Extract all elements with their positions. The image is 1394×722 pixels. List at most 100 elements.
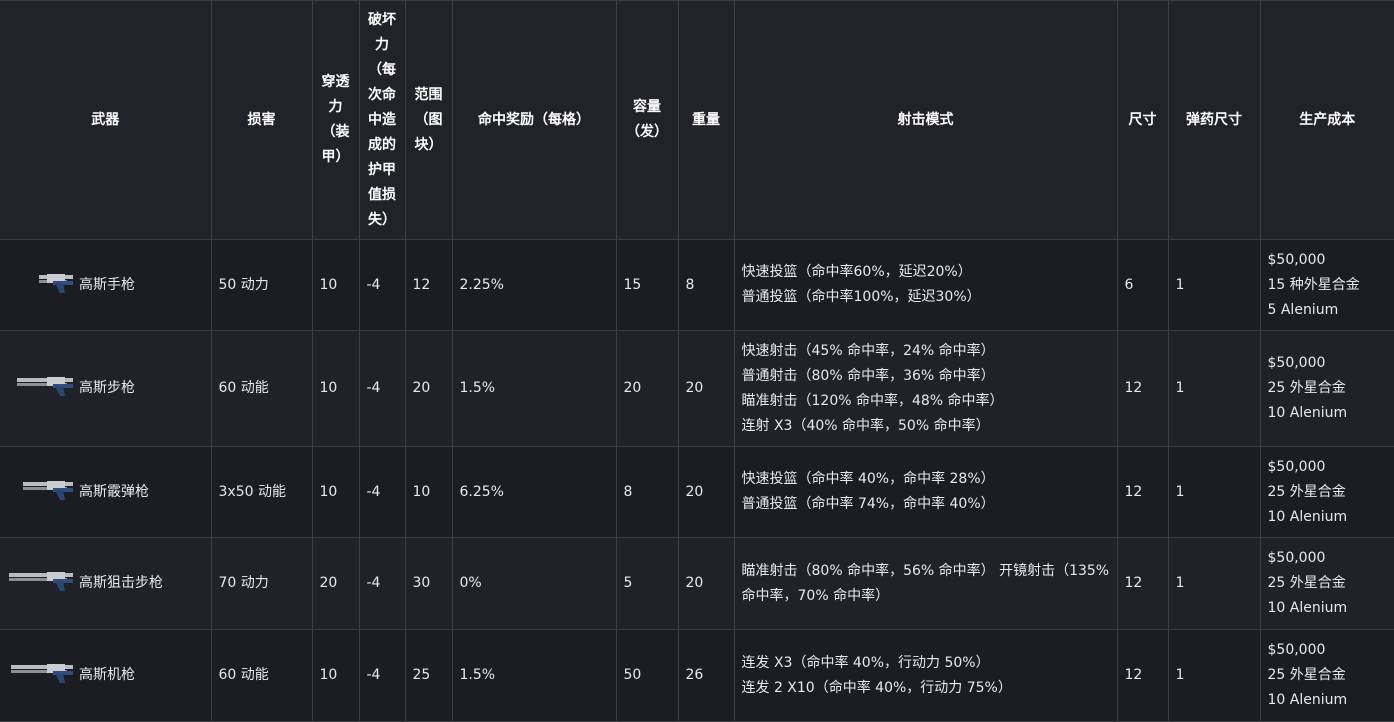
cell-weapon: 高斯机枪: [0, 629, 212, 722]
cell-size: 12: [1116, 446, 1169, 538]
cell-damage: 3x50 动能: [210, 446, 313, 538]
cost-line: 10 Alenium: [1267, 692, 1348, 708]
cell-damage: 70 动力: [210, 537, 313, 630]
fire-mode: 连射 X3（40% 命中率，50% 命中率）: [741, 417, 990, 434]
fire-mode: 普通投篮（命中率100%，延迟30%）: [741, 289, 981, 305]
cell-fire-modes: 瞄准射击（80% 命中率，56% 命中率） 开镜射击（135% 命中率，70% …: [733, 537, 1118, 630]
weapon-name: 高斯手枪: [79, 276, 135, 293]
cell-hit-bonus: 1.5%: [451, 629, 617, 722]
header-damage: 损害: [210, 0, 313, 240]
table-row: 高斯机枪 60 动能 10 -4 25 1.5% 50 26 连发 X3（命中率…: [0, 629, 1394, 722]
fire-mode: 普通射击（80% 命中率，36% 命中率）: [741, 367, 995, 384]
table-row: 高斯狙击步枪 70 动力 20 -4 30 0% 5 20 瞄准射击（80% 命…: [0, 537, 1394, 630]
cell-penetration: 10: [311, 239, 360, 331]
cell-cost: $50,000 25 外星合金 10 Alenium: [1259, 330, 1394, 447]
cost-line: 25 外星合金: [1267, 575, 1346, 591]
cell-range: 20: [404, 330, 453, 447]
cell-weight: 20: [677, 446, 735, 538]
cell-cost: $50,000 15 种外星合金 5 Alenium: [1259, 239, 1394, 331]
cell-capacity: 15: [615, 239, 679, 331]
cost-line: 5 Alenium: [1267, 301, 1339, 318]
cell-hit-bonus: 1.5%: [451, 330, 617, 447]
cell-penetration: 20: [311, 537, 360, 630]
cell-capacity: 8: [615, 446, 679, 538]
cost-line: 25 外星合金: [1267, 380, 1346, 396]
cell-size: 6: [1116, 239, 1169, 331]
cell-ammo-size: 1: [1167, 629, 1261, 722]
cost-line: $50,000: [1267, 550, 1326, 566]
cell-cost: $50,000 25 外星合金 10 Alenium: [1259, 446, 1394, 538]
cell-penetration: 10: [311, 330, 360, 447]
cell-weight: 20: [677, 537, 735, 630]
cell-destruction: -4: [358, 446, 406, 538]
cell-penetration: 10: [311, 629, 360, 722]
cell-penetration: 10: [311, 446, 360, 538]
cost-line: 15 种外星合金: [1267, 276, 1360, 293]
header-fire-modes: 射击模式: [733, 0, 1118, 240]
header-capacity: 容量（发）: [615, 0, 679, 240]
cost-line: 10 Alenium: [1267, 405, 1348, 421]
table-row: 高斯霰弹枪 3x50 动能 10 -4 10 6.25% 8 20 快速投篮（命…: [0, 446, 1394, 538]
cost-line: $50,000: [1267, 458, 1326, 475]
cell-ammo-size: 1: [1167, 239, 1261, 331]
table-row: 高斯步枪 60 动能 10 -4 20 1.5% 20 20 快速射击（45% …: [0, 330, 1394, 447]
header-weight: 重量: [677, 0, 735, 240]
cost-line: 25 外星合金: [1267, 667, 1346, 683]
fire-mode: 瞄准射击（120% 命中率，48% 命中率）: [741, 392, 1004, 409]
cell-damage: 60 动能: [210, 330, 313, 447]
cost-line: $50,000: [1267, 251, 1326, 268]
fire-mode: 连发 X3（命中率 40%，行动力 50%）: [741, 654, 990, 671]
cell-hit-bonus: 2.25%: [451, 239, 617, 331]
header-ammo-size: 弹药尺寸: [1167, 0, 1261, 240]
cell-ammo-size: 1: [1167, 537, 1261, 630]
cell-weapon: 高斯狙击步枪: [0, 537, 212, 630]
cell-range: 10: [404, 446, 453, 538]
cell-size: 12: [1116, 330, 1169, 447]
cell-range: 30: [404, 537, 453, 630]
weapon-name: 高斯步枪: [79, 380, 135, 396]
weapon-name: 高斯霰弹枪: [79, 483, 149, 500]
cell-weight: 20: [677, 330, 735, 447]
cost-line: $50,000: [1267, 355, 1326, 371]
gauss-shotgun-icon: [7, 473, 73, 512]
cell-weapon: 高斯手枪: [0, 239, 212, 331]
cell-capacity: 20: [615, 330, 679, 447]
cell-fire-modes: 快速投篮（命中率60%，延迟20%） 普通投篮（命中率100%，延迟30%）: [733, 239, 1118, 331]
cell-range: 25: [404, 629, 453, 722]
header-cost: 生产成本: [1259, 0, 1394, 240]
cell-destruction: -4: [358, 629, 406, 722]
cell-fire-modes: 连发 X3（命中率 40%，行动力 50%） 连发 2 X10（命中率 40%，行…: [733, 629, 1118, 722]
fire-mode: 快速射击（45% 命中率，24% 命中率）: [741, 342, 995, 359]
weapon-name: 高斯狙击步枪: [79, 575, 163, 591]
cell-weight: 8: [677, 239, 735, 331]
gauss-pistol-icon: [7, 266, 73, 305]
fire-mode: 连发 2 X10（命中率 40%，行动力 75%）: [741, 679, 1012, 696]
fire-mode: 快速投篮（命中率60%，延迟20%）: [741, 264, 972, 280]
cell-capacity: 5: [615, 537, 679, 630]
header-penetration: 穿透力（装甲）: [311, 0, 360, 240]
header-size: 尺寸: [1116, 0, 1169, 240]
gauss-rifle-icon: [7, 369, 73, 408]
header-range: 范围（图块）: [404, 0, 453, 240]
gauss-machine-gun-icon: [7, 656, 73, 695]
cell-hit-bonus: 0%: [451, 537, 617, 630]
fire-mode: 瞄准射击（80% 命中率，56% 命中率） 开镜射击（135% 命中率，70% …: [741, 562, 1110, 604]
cell-damage: 50 动力: [210, 239, 313, 331]
cost-line: 25 外星合金: [1267, 483, 1346, 500]
cell-size: 12: [1116, 629, 1169, 722]
header-destruction: 破坏力（每次命中造成的护甲值损失）: [358, 0, 406, 240]
cell-ammo-size: 1: [1167, 330, 1261, 447]
table-row: 高斯手枪 50 动力 10 -4 12 2.25% 15 8 快速投篮（命中率6…: [0, 239, 1394, 331]
cell-weight: 26: [677, 629, 735, 722]
cost-line: 10 Alenium: [1267, 508, 1348, 525]
fire-mode: 普通投篮（命中率 74%，命中率 40%）: [741, 496, 995, 512]
header-row: 武器 损害 穿透力（装甲） 破坏力（每次命中造成的护甲值损失） 范围（图块） 命中奖励（每…: [0, 0, 1394, 240]
cost-line: $50,000: [1267, 642, 1326, 658]
cell-cost: $50,000 25 外星合金 10 Alenium: [1259, 629, 1394, 722]
cell-weapon: 高斯步枪: [0, 330, 212, 447]
cell-range: 12: [404, 239, 453, 331]
cell-destruction: -4: [358, 330, 406, 447]
cell-cost: $50,000 25 外星合金 10 Alenium: [1259, 537, 1394, 630]
gauss-sniper-rifle-icon: [7, 564, 73, 603]
